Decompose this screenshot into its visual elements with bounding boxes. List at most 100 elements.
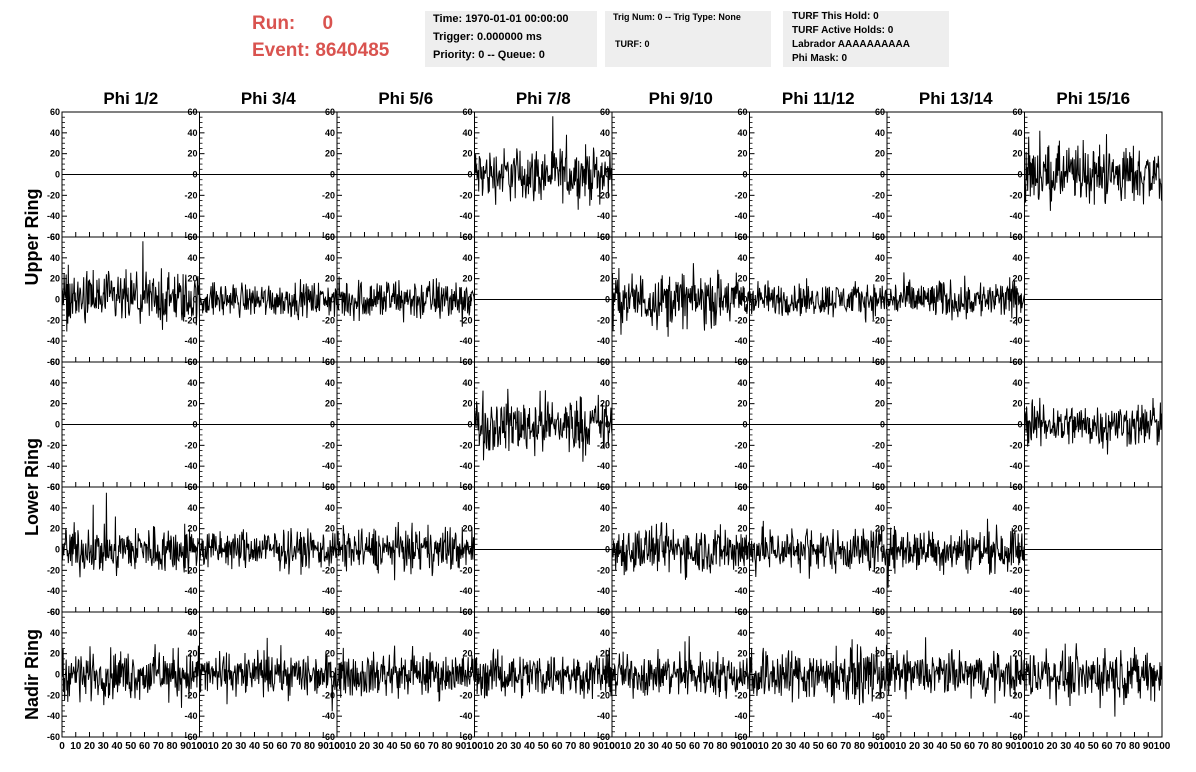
x-tick-label: 70: [703, 741, 715, 752]
y-tick-label: 20: [325, 149, 335, 159]
y-tick-label: 0: [742, 420, 747, 430]
y-tick-label: 0: [742, 170, 747, 180]
y-tick-label: 0: [1017, 670, 1022, 680]
x-tick-label: 30: [235, 741, 247, 752]
y-tick-label: 40: [50, 503, 60, 513]
y-tick-label: -20: [597, 315, 610, 325]
waveform-trace: [199, 637, 338, 712]
y-tick-label: 60: [600, 357, 610, 367]
x-tick-label: 70: [565, 741, 577, 752]
y-tick-label: -20: [734, 315, 747, 325]
turf-text: TURF: 0: [615, 39, 650, 49]
y-tick-label: -40: [184, 336, 197, 346]
y-tick-label: -20: [459, 440, 472, 450]
y-tick-label: 0: [467, 420, 472, 430]
y-tick-label: 60: [875, 482, 885, 492]
y-tick-label: -20: [872, 315, 885, 325]
y-tick-label: 40: [325, 628, 335, 638]
y-tick-label: 60: [600, 607, 610, 617]
y-tick-label: 60: [50, 357, 60, 367]
y-tick-label: 20: [462, 274, 472, 284]
y-tick-label: 40: [462, 628, 472, 638]
x-tick-label: 50: [813, 741, 825, 752]
x-tick-label: 60: [689, 741, 701, 752]
y-tick-label: 60: [737, 482, 747, 492]
y-tick-label: 0: [742, 670, 747, 680]
x-tick-label: 40: [524, 741, 536, 752]
y-tick-label: 20: [187, 399, 197, 409]
x-tick-label: 50: [125, 741, 137, 752]
y-tick-label: 40: [737, 378, 747, 388]
x-tick-label: 100: [466, 741, 483, 752]
y-tick-label: 20: [50, 649, 60, 659]
y-tick-label: 60: [600, 482, 610, 492]
y-tick-label: -40: [459, 461, 472, 471]
y-tick-label: -40: [47, 336, 60, 346]
y-tick-label: 40: [187, 378, 197, 388]
y-tick-label: 20: [187, 149, 197, 159]
trig-info-box: Trig Num: 0 -- Trig Type: None TURF: 0: [605, 11, 771, 67]
y-tick-label: 0: [330, 670, 335, 680]
waveform-trace: [749, 639, 888, 720]
waveform-trace: [611, 636, 750, 699]
y-tick-label: -40: [184, 711, 197, 721]
y-tick-label: 20: [1012, 399, 1022, 409]
turf-active-text: TURF Active Holds: 0: [792, 25, 894, 36]
y-tick-label: 60: [462, 482, 472, 492]
y-tick-label: -60: [47, 357, 60, 367]
y-tick-label: -20: [459, 690, 472, 700]
y-tick-label: 20: [875, 274, 885, 284]
y-tick-label: 20: [600, 274, 610, 284]
y-tick-label: -40: [1009, 461, 1022, 471]
y-tick-label: 20: [187, 274, 197, 284]
x-tick-label: 20: [771, 741, 783, 752]
y-tick-label: 60: [737, 357, 747, 367]
y-tick-label: 40: [875, 378, 885, 388]
y-tick-label: 0: [605, 670, 610, 680]
waveform-trace: [61, 492, 200, 578]
y-tick-label: 60: [462, 232, 472, 242]
y-tick-label: -40: [322, 711, 335, 721]
y-tick-label: 60: [187, 107, 197, 117]
y-tick-label: 20: [875, 524, 885, 534]
x-tick-label: 50: [1088, 741, 1100, 752]
x-tick-label: 80: [991, 741, 1003, 752]
waveform-trace: [474, 647, 613, 700]
x-tick-label: 60: [964, 741, 976, 752]
y-tick-label: -20: [322, 690, 335, 700]
turf-hold-text: TURF This Hold: 0: [792, 11, 879, 22]
y-tick-label: 20: [875, 649, 885, 659]
x-tick-label: 30: [510, 741, 522, 752]
y-tick-label: -40: [459, 586, 472, 596]
y-tick-label: -40: [1009, 711, 1022, 721]
y-tick-label: -20: [734, 565, 747, 575]
y-tick-label: -20: [1009, 690, 1022, 700]
x-tick-label: 90: [455, 741, 467, 752]
event-value: 8640485: [315, 40, 390, 61]
y-tick-label: -40: [597, 586, 610, 596]
y-tick-label: 40: [1012, 128, 1022, 138]
x-tick-label: 100: [741, 741, 758, 752]
y-tick-label: 40: [875, 503, 885, 513]
y-tick-label: 60: [737, 107, 747, 117]
x-tick-label: 90: [180, 741, 192, 752]
waveform-trace: [611, 263, 750, 337]
y-tick-label: 40: [600, 628, 610, 638]
trigger-text: Trigger: 0.000000 ms: [433, 31, 542, 43]
turf-info-box: TURF This Hold: 0 TURF Active Holds: 0 L…: [783, 11, 949, 67]
y-tick-label: 0: [605, 170, 610, 180]
y-tick-label: -20: [184, 440, 197, 450]
time-text: Time: 1970-01-01 00:00:00: [433, 13, 569, 25]
x-tick-label: 10: [895, 741, 907, 752]
x-tick-label: 90: [730, 741, 742, 752]
y-tick-label: 20: [600, 524, 610, 534]
y-tick-label: 60: [50, 482, 60, 492]
ring-label: Upper Ring: [22, 189, 42, 286]
waveform-trace: [199, 527, 338, 575]
x-tick-label: 10: [208, 741, 220, 752]
y-tick-label: 40: [1012, 253, 1022, 263]
y-tick-label: 60: [462, 357, 472, 367]
priority-text: Priority: 0 -- Queue: 0: [433, 49, 545, 61]
x-tick-label: 30: [98, 741, 110, 752]
y-tick-label: 20: [187, 524, 197, 534]
